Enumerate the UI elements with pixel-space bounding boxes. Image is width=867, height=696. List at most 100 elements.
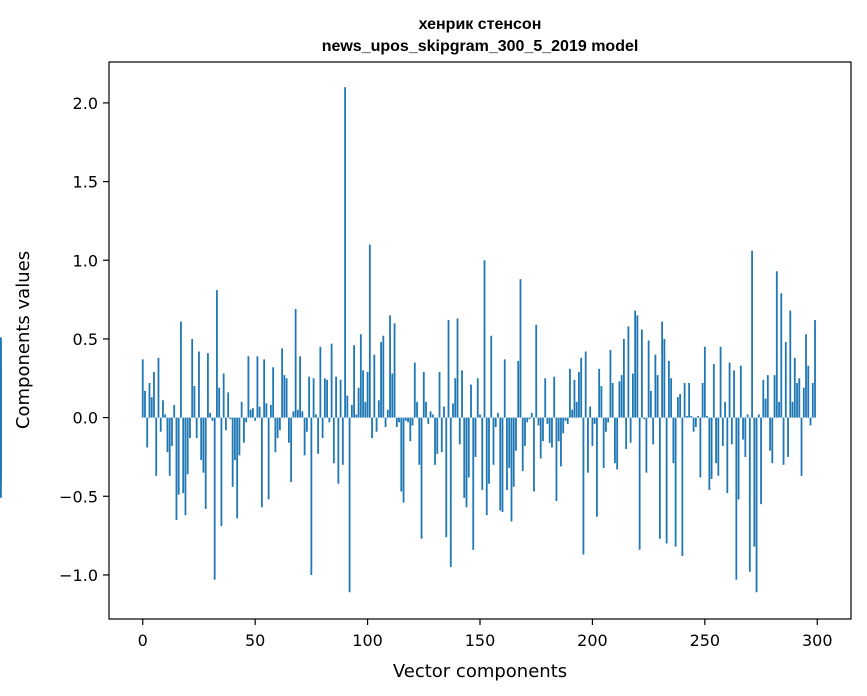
bar [148, 382, 151, 418]
bar [294, 309, 297, 418]
y-axis: −1.0 −0.5 0.0 0.5 1.0 1.5 2.0 [59, 94, 109, 585]
bar [733, 370, 735, 418]
bar [463, 417, 466, 498]
bar [193, 386, 196, 418]
y-tick-label: 0.0 [73, 409, 98, 428]
bar [422, 371, 425, 418]
bar [667, 360, 670, 418]
bar [240, 401, 243, 418]
bar [638, 417, 641, 550]
bar [721, 417, 724, 446]
bar [470, 384, 472, 418]
bar [737, 417, 740, 500]
x-axis: 0 50 100 150 200 250 300 [138, 619, 833, 650]
bar [173, 405, 176, 418]
bar [685, 416, 688, 418]
bar [274, 417, 277, 453]
bar [600, 386, 603, 418]
bar [238, 417, 241, 456]
bar [348, 417, 351, 593]
bar [735, 417, 738, 580]
bar [566, 417, 569, 424]
bar [789, 310, 792, 418]
bar [483, 260, 486, 418]
y-tick-label: −0.5 [59, 487, 98, 506]
bar [198, 351, 200, 418]
chart-title: хенрик стенсон [419, 16, 542, 33]
bar [413, 362, 416, 418]
bar [393, 323, 396, 418]
bar [510, 417, 513, 522]
bar [533, 417, 535, 492]
bar [535, 324, 538, 418]
bar [519, 279, 522, 418]
bar [771, 417, 774, 464]
bar [359, 334, 362, 418]
bar [688, 382, 691, 418]
bar [800, 417, 803, 476]
bar [654, 354, 657, 418]
bar [557, 417, 560, 442]
bar [560, 417, 562, 467]
bar [364, 401, 367, 418]
bar [357, 387, 360, 418]
bar [607, 417, 610, 423]
bar [141, 359, 144, 418]
bar [643, 417, 646, 420]
bar [663, 338, 666, 418]
bar [420, 417, 423, 539]
bar [578, 371, 580, 418]
bar [537, 417, 540, 426]
bar [207, 353, 209, 418]
bar [798, 378, 801, 418]
bar [164, 414, 167, 418]
bar [292, 411, 295, 418]
bar [227, 392, 230, 418]
bar [177, 417, 180, 495]
bar [184, 417, 187, 516]
bar [416, 401, 418, 418]
bar [708, 417, 711, 490]
bar [371, 417, 373, 439]
bar [308, 376, 311, 418]
bar [332, 417, 335, 464]
bar [438, 371, 441, 418]
bar [0, 340, 2, 418]
bar [730, 417, 733, 445]
bar [492, 417, 495, 465]
bar [166, 417, 169, 453]
bar [301, 411, 304, 418]
bar [204, 417, 207, 509]
bar [216, 290, 218, 418]
bar [276, 417, 279, 439]
bar [328, 417, 331, 423]
bar [703, 346, 706, 418]
bar [485, 417, 488, 516]
bar [521, 417, 524, 472]
chart-subtitle: news_upos_skipgram_300_5_2019 model [322, 38, 639, 55]
bar [652, 417, 655, 445]
bar [629, 417, 632, 443]
bar [395, 417, 398, 428]
bar [571, 409, 574, 418]
bar [773, 375, 776, 418]
bar [614, 417, 616, 464]
bar [350, 405, 353, 418]
bar [787, 417, 789, 457]
bar [222, 373, 225, 418]
bar [573, 379, 576, 418]
bar [296, 409, 299, 418]
bar [436, 417, 439, 454]
bar [490, 335, 493, 418]
bar [548, 417, 551, 443]
bar [303, 417, 306, 456]
bar [317, 417, 320, 454]
bar [321, 417, 324, 439]
bar [330, 343, 333, 418]
bar [562, 417, 565, 434]
bar [665, 417, 668, 544]
x-tick-label: 0 [138, 631, 148, 650]
bar [375, 417, 378, 432]
bar [744, 417, 747, 457]
